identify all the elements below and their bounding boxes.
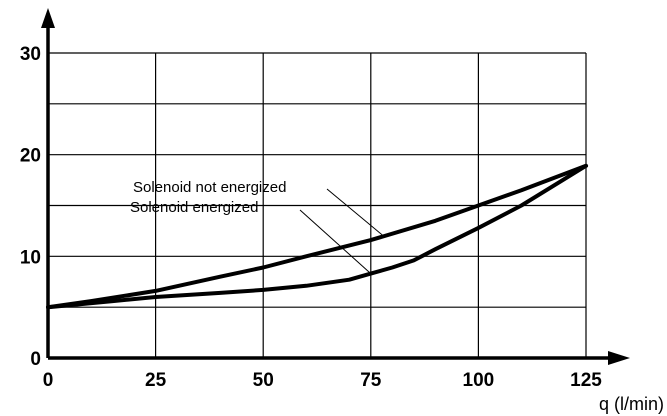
tick-labels: 0 25 50 75 100 125 0 10 20 30 — [20, 44, 602, 391]
annotation-label: Solenoid energized — [130, 199, 258, 216]
x-tick-label: 75 — [360, 370, 382, 391]
y-tick-label: 10 — [20, 247, 41, 268]
annotation-leader-line — [326, 188, 385, 237]
x-tick-label: 0 — [43, 370, 54, 391]
x-tick-label: 125 — [570, 370, 602, 391]
axes — [41, 8, 630, 365]
series-line-1 — [46, 163, 588, 310]
x-axis-label: q (l/min) — [599, 394, 664, 414]
series-lines — [46, 163, 588, 310]
grid — [47, 52, 587, 359]
y-tick-label: 30 — [20, 44, 41, 65]
y-tick-label: 20 — [20, 146, 41, 167]
annotation-leader-line — [299, 209, 372, 274]
x-tick-label: 25 — [145, 370, 167, 391]
series-line-2 — [46, 163, 588, 310]
x-tick-label: 100 — [463, 370, 495, 391]
x-tick-label: 50 — [253, 370, 274, 391]
y-axis-arrow — [41, 8, 55, 28]
x-axis-arrow — [608, 351, 630, 365]
y-tick-label: 0 — [30, 349, 41, 370]
annotation-label: Solenoid not energized — [133, 179, 286, 196]
annotations: Solenoid not energized Solenoid energized — [130, 179, 385, 274]
